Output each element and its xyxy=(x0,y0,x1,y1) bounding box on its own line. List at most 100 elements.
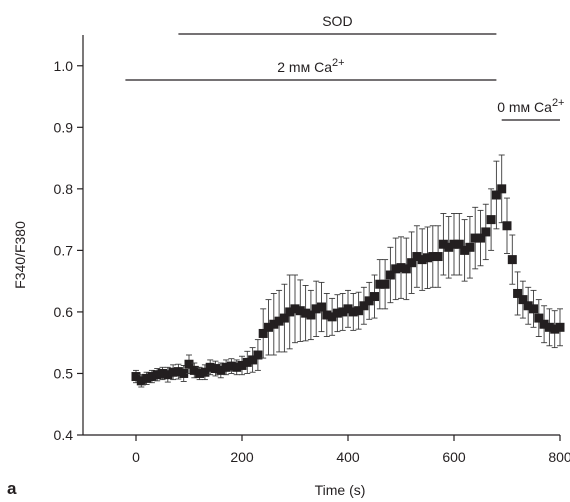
square-marker xyxy=(529,304,538,314)
square-marker xyxy=(279,313,289,323)
square-marker xyxy=(264,322,273,332)
square-marker xyxy=(221,362,231,372)
square-marker xyxy=(375,279,385,289)
data-point xyxy=(258,308,268,359)
square-marker xyxy=(147,372,157,382)
square-marker xyxy=(385,270,395,280)
data-point xyxy=(401,237,411,301)
condition-bar-label: 0 mм Ca2+ xyxy=(497,97,564,115)
data-point xyxy=(211,360,220,377)
square-marker xyxy=(412,252,422,262)
square-marker xyxy=(534,313,544,323)
square-marker xyxy=(322,310,332,320)
data-point xyxy=(396,236,406,299)
data-point xyxy=(163,366,173,383)
data-point xyxy=(449,213,459,276)
square-marker xyxy=(269,319,279,329)
square-marker xyxy=(152,370,162,380)
data-point xyxy=(317,281,326,333)
data-point xyxy=(131,369,141,384)
data-point xyxy=(454,213,464,276)
data-point xyxy=(497,154,507,224)
data-point xyxy=(205,359,215,376)
square-marker xyxy=(306,310,316,320)
square-marker xyxy=(317,302,326,312)
data-point xyxy=(444,216,454,279)
data-point xyxy=(438,213,448,276)
data-point xyxy=(465,216,475,279)
data-point xyxy=(534,299,544,337)
data-point xyxy=(513,271,523,316)
data-point xyxy=(380,259,390,310)
square-marker xyxy=(502,221,512,231)
square-marker xyxy=(518,295,528,305)
data-point xyxy=(332,294,342,333)
data-point xyxy=(295,279,305,342)
square-marker xyxy=(444,242,454,252)
x-tick-label: 600 xyxy=(442,449,466,465)
square-marker xyxy=(163,370,173,380)
square-marker xyxy=(470,233,480,243)
square-marker xyxy=(433,252,443,262)
data-point xyxy=(364,281,374,320)
square-marker xyxy=(507,255,517,265)
data-point xyxy=(248,347,258,373)
square-marker xyxy=(258,328,268,338)
condition-bar-label: 2 mм Ca2+ xyxy=(277,57,344,75)
square-marker xyxy=(423,253,432,263)
square-marker xyxy=(179,368,189,378)
y-tick-label: 0.8 xyxy=(54,181,74,197)
data-point xyxy=(433,225,443,288)
square-marker xyxy=(354,306,364,316)
square-marker xyxy=(205,362,215,372)
y-tick-label: 0.4 xyxy=(54,427,74,443)
data-point xyxy=(428,225,438,288)
square-marker xyxy=(497,184,507,194)
data-point xyxy=(354,291,364,330)
square-marker xyxy=(359,301,369,311)
square-marker xyxy=(454,239,464,249)
y-tick-label: 0.6 xyxy=(54,304,74,320)
data-point xyxy=(179,365,189,382)
data-point xyxy=(327,297,337,336)
data-point xyxy=(523,286,533,325)
square-marker xyxy=(248,355,258,365)
square-marker xyxy=(364,296,374,306)
square-marker xyxy=(211,364,220,374)
data-point xyxy=(338,293,348,331)
data-point xyxy=(555,308,565,347)
square-marker xyxy=(523,301,533,311)
data-point xyxy=(274,289,284,353)
square-marker xyxy=(311,304,321,314)
square-marker xyxy=(232,362,242,372)
square-marker xyxy=(131,372,141,382)
condition-bars: SOD 2 mм Ca2+ 0 mм Ca2+ xyxy=(125,13,564,121)
square-marker xyxy=(555,322,565,332)
square-marker xyxy=(460,245,470,255)
square-marker xyxy=(465,242,475,252)
data-point xyxy=(412,225,422,288)
data-point xyxy=(195,366,205,381)
square-marker xyxy=(237,360,247,370)
data-series xyxy=(131,154,565,388)
panel-letter: a xyxy=(7,479,17,498)
square-marker xyxy=(295,306,305,316)
x-tick-label: 800 xyxy=(548,449,570,465)
square-marker xyxy=(274,316,284,326)
data-point xyxy=(152,368,162,382)
square-marker xyxy=(226,361,236,371)
square-marker xyxy=(438,239,448,249)
square-marker xyxy=(370,292,379,302)
y-tick-label: 1.0 xyxy=(54,58,74,74)
data-point xyxy=(385,246,395,304)
condition-bar-label: SOD xyxy=(322,13,352,29)
data-point xyxy=(232,359,242,376)
x-tick-label: 400 xyxy=(336,449,360,465)
square-marker xyxy=(476,233,485,243)
y-axis-title: F340/F380 xyxy=(12,221,28,289)
square-marker xyxy=(253,350,263,360)
data-point xyxy=(301,285,311,342)
x-tick-label: 0 xyxy=(132,449,140,465)
